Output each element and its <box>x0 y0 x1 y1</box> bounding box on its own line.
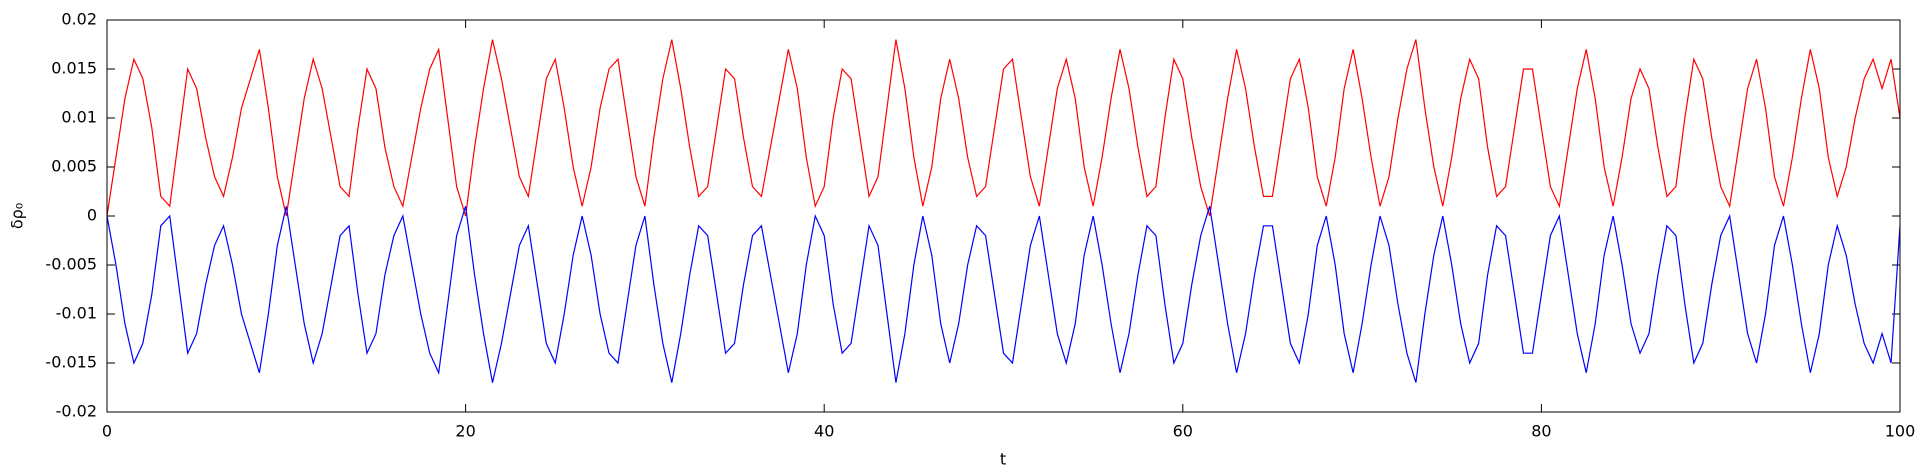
x-tick-label: 80 <box>1531 422 1551 441</box>
y-tick-label: 0 <box>87 206 97 225</box>
x-tick-label: 0 <box>102 422 112 441</box>
y-tick-label: -0.01 <box>56 304 97 323</box>
series-line <box>106 206 1901 383</box>
y-axis-label: δρ₀ <box>8 203 27 229</box>
x-axis-label: t <box>1000 450 1006 469</box>
x-tick-label: 100 <box>1885 422 1916 441</box>
y-tick-label: 0.01 <box>61 108 97 127</box>
x-tick-label: 60 <box>1173 422 1193 441</box>
y-tick-label: -0.02 <box>56 402 97 421</box>
y-tick-label: 0.005 <box>51 157 97 176</box>
y-tick-label: -0.005 <box>45 255 97 274</box>
x-tick-label: 40 <box>814 422 834 441</box>
x-tick-label: 20 <box>455 422 475 441</box>
y-tick-label: 0.015 <box>51 59 97 78</box>
y-tick-label: -0.015 <box>45 353 97 372</box>
plot-frame <box>106 19 1901 413</box>
y-tick-label: 0.02 <box>61 10 97 29</box>
series-line <box>106 39 1901 217</box>
